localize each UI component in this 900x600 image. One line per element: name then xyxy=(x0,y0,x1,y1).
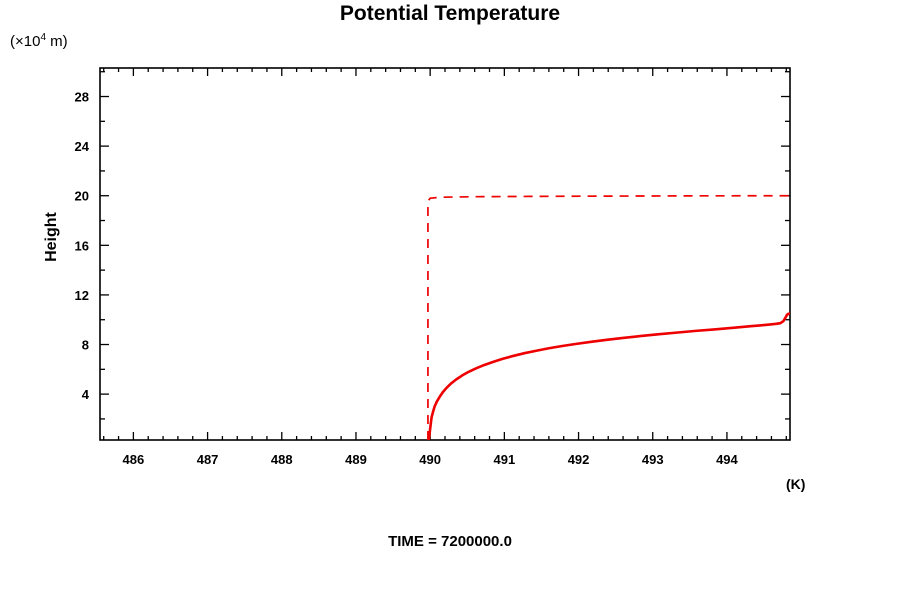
series-potential-temperature-profile xyxy=(427,312,790,440)
time-annotation: TIME = 7200000.0 xyxy=(388,533,512,550)
x-tick-label: 492 xyxy=(568,452,590,467)
y-unit-suffix: m) xyxy=(46,33,68,50)
chart-title: Potential Temperature xyxy=(339,2,561,25)
x-tick-label: 488 xyxy=(271,452,293,467)
x-tick-label: 487 xyxy=(197,452,219,467)
x-tick-label: 491 xyxy=(494,452,516,467)
x-axis-unit-label: (K) xyxy=(786,476,806,492)
axes-layer: 486 487 488 489 490 491 492 493 494 4 8 12 16 20 24 28 xyxy=(75,67,791,467)
y-tick-label: 4 xyxy=(82,387,90,402)
y-tick-label: 8 xyxy=(82,338,89,353)
x-tick-label: 494 xyxy=(716,452,738,467)
x-tick-label: 493 xyxy=(642,452,664,467)
y-unit-prefix: (×10 xyxy=(10,33,41,50)
y-tick-label: 28 xyxy=(75,90,89,105)
x-tick-label: 490 xyxy=(419,452,441,467)
plot-frame xyxy=(99,67,791,441)
x-tick-label: 489 xyxy=(345,452,367,467)
y-tick-label: 12 xyxy=(75,288,89,303)
series-reference-profile xyxy=(427,194,790,440)
y-axis-unit-label: (×104 m) xyxy=(10,32,68,51)
y-unit-exponent: 4 xyxy=(40,32,47,43)
y-tick-label: 16 xyxy=(75,238,89,253)
y-tick-label: 20 xyxy=(75,189,89,204)
y-tick-label: 24 xyxy=(75,139,90,154)
x-tick-label: 486 xyxy=(123,452,145,467)
data-series-layer xyxy=(427,194,790,440)
